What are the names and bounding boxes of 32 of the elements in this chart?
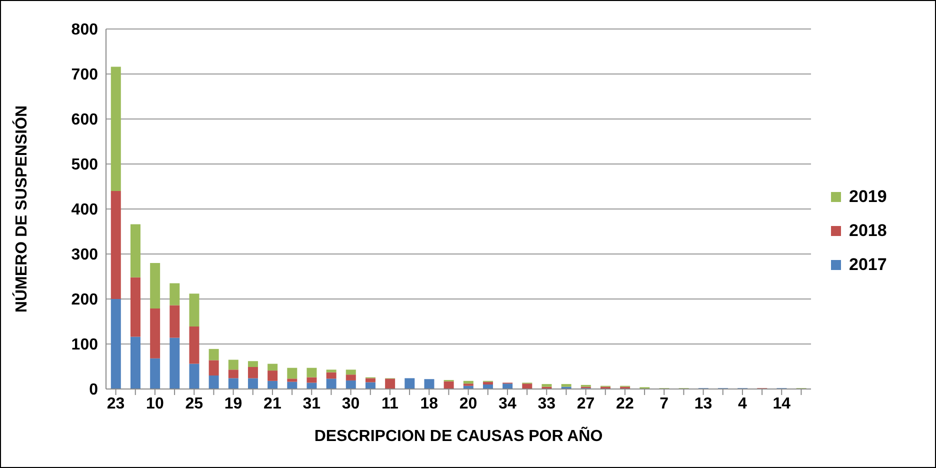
x-tick-label: 23 — [106, 395, 125, 412]
x-tick-label: 30 — [342, 395, 360, 412]
legend-label: 2019 — [849, 187, 887, 207]
x-tick-label: 22 — [616, 395, 634, 412]
x-tick-label: 19 — [224, 395, 242, 412]
y-tick-label: 700 — [71, 66, 98, 84]
x-tick-label: 4 — [738, 395, 748, 412]
x-tick-label: 11 — [381, 395, 399, 412]
x-tick-label: 21 — [264, 395, 282, 412]
x-tick-label: 33 — [538, 395, 556, 412]
y-tick-label: 600 — [71, 112, 98, 129]
y-tick-label: 800 — [71, 22, 98, 39]
y-tick-label: 0 — [89, 382, 98, 399]
x-tick-label: 25 — [185, 395, 204, 412]
y-axis-title: NÚMERO DE SUSPENSIÓN — [12, 105, 31, 313]
y-tick-label: 100 — [71, 336, 98, 354]
x-tick-label: 10 — [146, 395, 164, 412]
y-tick-label: 200 — [71, 292, 98, 309]
y-tick-label: 500 — [71, 156, 98, 174]
x-axis-title: DESCRIPCION DE CAUSAS POR AÑO — [314, 426, 603, 445]
legend-label: 2018 — [849, 221, 887, 241]
y-tick-label: 300 — [71, 246, 98, 264]
y-tick-label: 400 — [71, 202, 98, 219]
x-tick-label: 34 — [498, 395, 516, 412]
x-tick-label: 20 — [459, 395, 478, 412]
x-tick-label: 31 — [302, 395, 321, 412]
x-tick-label: 7 — [660, 395, 669, 412]
x-tick-label: 13 — [694, 395, 712, 412]
x-tick-label: 14 — [772, 395, 791, 412]
x-tick-label: 27 — [576, 395, 595, 412]
legend-label: 2017 — [849, 255, 887, 275]
x-tick-label: 18 — [420, 395, 438, 412]
